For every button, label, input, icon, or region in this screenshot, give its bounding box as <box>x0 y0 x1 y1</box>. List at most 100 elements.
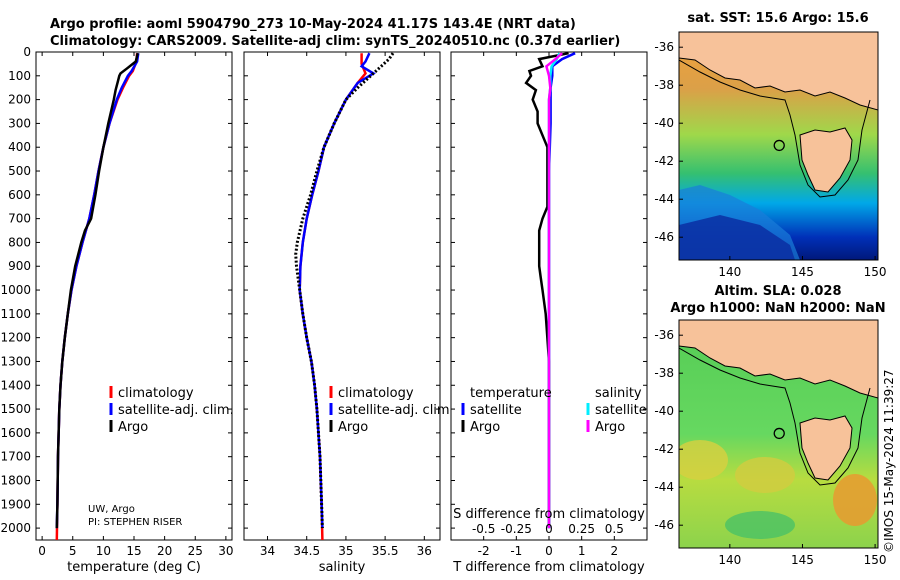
difference-legend: temperature salinity satellite Argo sate… <box>461 386 647 435</box>
salinity-axes <box>243 51 441 541</box>
tasmania-coastline <box>799 415 853 481</box>
depth-tick-label: 1400 <box>0 378 31 392</box>
pi-institution: UW, Argo <box>88 504 135 515</box>
series-line-salinity-argo <box>544 52 563 529</box>
sla-map-title: Altim. SLA: 0.028 <box>715 284 842 299</box>
lat-tick-label: -38 <box>654 78 674 92</box>
sst-map-title: sat. SST: 15.6 Argo: 15.6 <box>687 11 868 26</box>
s-diff-tick-label: 0 <box>545 522 553 536</box>
difference-panel: -2 -1 0 1 2 T difference from climatology S … <box>450 51 648 575</box>
s-diff-tick-label: 0.25 <box>568 522 595 536</box>
sla-anomaly-low <box>725 511 795 539</box>
lon-tick-label: 150 <box>864 265 887 279</box>
sst-deep-cold-water <box>679 215 795 260</box>
legend-label-argo: Argo <box>338 420 368 435</box>
x-tick-label: 20 <box>157 544 172 558</box>
temperature-axes <box>35 51 233 541</box>
lon-tick-label: 150 <box>864 553 887 567</box>
temperature-legend: climatology satellite-adj. clim. Argo <box>109 386 234 435</box>
sst-map-frame <box>678 31 879 261</box>
s-diff-tick-label: 0.5 <box>605 522 624 536</box>
x-tick-label: 5 <box>69 544 77 558</box>
lon-tick-label: 140 <box>718 265 741 279</box>
depth-axis-ticks: 0 100 200 300 400 500 600 700 800 900 1000 1100 1200… <box>0 45 232 535</box>
legend-label-satellite-adj: satellite-adj. clim. <box>118 403 234 418</box>
temperature-axis-ticks: 0 5 10 15 20 25 30 <box>38 52 234 558</box>
lat-tick-label: -42 <box>654 442 674 456</box>
depth-tick-label: 400 <box>8 140 31 154</box>
x-tick-label: 36 <box>417 544 432 558</box>
sla-anomaly-high <box>735 457 795 493</box>
depth-tick-label: 200 <box>8 93 31 107</box>
depth-tick-label: 1500 <box>0 402 31 416</box>
x-tick-label: 34 <box>260 544 275 558</box>
depth-tick-label: 900 <box>8 259 31 273</box>
difference-axis-ticks: -2 -1 0 1 2 <box>478 52 618 558</box>
depth-tick-label: 800 <box>8 235 31 249</box>
lat-tick-label: -38 <box>654 366 674 380</box>
series-line-temperature-argo <box>524 51 569 529</box>
legend-label-climatology: climatology <box>118 386 194 401</box>
lat-tick-label: -40 <box>654 116 674 130</box>
legend-label-argo: Argo <box>118 420 148 435</box>
argo-height-title: Argo h1000: NaN h2000: NaN <box>670 301 885 316</box>
lon-tick-label: 145 <box>791 265 814 279</box>
sla-map-frame <box>678 319 879 549</box>
salinity-xlabel: salinity <box>319 560 366 575</box>
legend-title-salinity: salinity <box>595 386 642 401</box>
lat-tick-label: -36 <box>654 328 674 342</box>
tasmania <box>800 416 852 480</box>
australia-mainland <box>679 320 878 398</box>
depth-tick-label: 500 <box>8 164 31 178</box>
series-line-satellite-adj-clim- <box>298 52 376 529</box>
legend-label-satellite-adj: satellite-adj. clim. <box>338 403 454 418</box>
salinity-axis-ticks: 34 34.5 35 35.5 36 <box>260 52 432 558</box>
salinity-difference-label: S difference from climatology <box>453 507 645 522</box>
x-tick-label: -2 <box>478 544 490 558</box>
lat-tick-label: -44 <box>654 480 674 494</box>
pi-name: PI: STEPHEN RISER <box>88 517 182 528</box>
depth-tick-label: 700 <box>8 212 31 226</box>
sla-anomaly-peak <box>833 474 877 526</box>
x-tick-label: 34.5 <box>293 544 320 558</box>
s-diff-tick-label: -0.25 <box>501 522 532 536</box>
salinity-series <box>294 52 395 541</box>
lat-tick-label: -44 <box>654 192 674 206</box>
x-tick-label: 15 <box>126 544 141 558</box>
legend-label-s-satellite: satellite <box>595 403 647 418</box>
x-tick-label: 0 <box>38 544 46 558</box>
legend-label-climatology: climatology <box>338 386 414 401</box>
series-line-argo <box>55 52 139 529</box>
s-diff-tick-label: -0.5 <box>472 522 495 536</box>
depth-tick-label: 100 <box>8 69 31 83</box>
x-tick-label: 35.5 <box>372 544 399 558</box>
temperature-panel: 0100200300400500600700800900100011001200… <box>0 45 233 575</box>
tasmania <box>800 128 852 192</box>
title-line-2: Climatology: CARS2009. Satellite-adj cli… <box>50 34 620 49</box>
x-tick-label: 35 <box>338 544 353 558</box>
x-tick-label: 25 <box>188 544 203 558</box>
depth-tick-label: 1600 <box>0 426 31 440</box>
sst-map: sat. SST: 15.6 Argo: 15.6 -36 -38 -40 -42 -4… <box>654 11 886 279</box>
temperature-series <box>55 52 140 541</box>
difference-xlabel: T difference from climatology <box>452 560 645 575</box>
legend-title-temperature: temperature <box>470 386 552 401</box>
salinity-panel: 34 34.5 35 35.5 36 salinity climatology sate… <box>243 51 454 575</box>
float-position-marker <box>773 139 785 152</box>
series-line-argo <box>294 52 395 529</box>
depth-tick-label: 1700 <box>0 450 31 464</box>
coastline <box>679 320 878 399</box>
sla-latitude-ticks: -36 -38 -40 -42 -44 -46 <box>654 328 683 532</box>
x-tick-label: 0 <box>545 544 553 558</box>
coastline <box>679 32 878 111</box>
shelf-contour <box>679 347 871 486</box>
depth-tick-label: 1300 <box>0 354 31 368</box>
depth-tick-label: 1800 <box>0 473 31 487</box>
lat-tick-label: -46 <box>654 230 674 244</box>
depth-tick-label: 1100 <box>0 307 31 321</box>
x-tick-label: 10 <box>96 544 111 558</box>
depth-tick-label: 2000 <box>0 521 31 535</box>
title-line-1: Argo profile: aoml 5904790_273 10-May-20… <box>50 17 576 32</box>
depth-tick-label: 300 <box>8 116 31 130</box>
x-tick-label: 2 <box>611 544 619 558</box>
